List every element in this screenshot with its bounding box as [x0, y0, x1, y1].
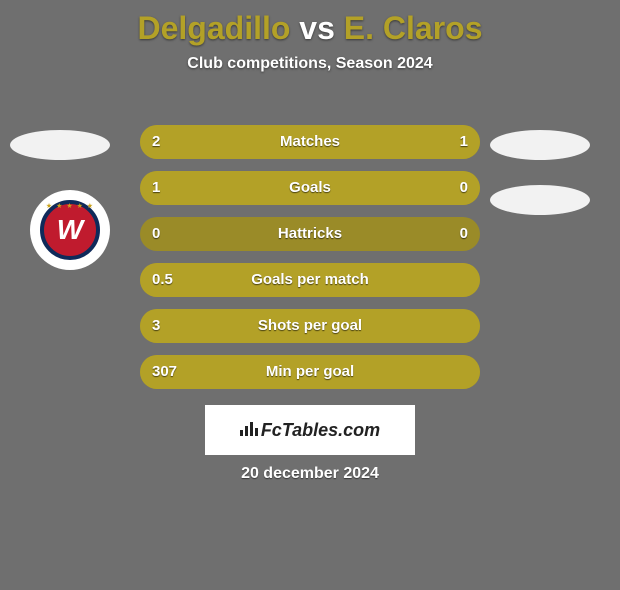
stat-value-right: 1: [460, 125, 468, 159]
stat-value-right: 0: [460, 171, 468, 205]
subtitle: Club competitions, Season 2024: [0, 55, 620, 73]
stat-row: Goals1 0: [0, 171, 620, 205]
stat-value-left: 3: [152, 309, 160, 343]
stat-value-left: 0: [152, 217, 160, 251]
fctables-text: FcTables.com: [261, 420, 380, 441]
stat-label: Hattricks: [140, 217, 480, 251]
stat-value-left: 2: [152, 125, 160, 159]
stat-value-left: 0.5: [152, 263, 173, 297]
fctables-label: FcTables.com: [240, 420, 380, 441]
comparison-title: Delgadillo vs E. Claros: [0, 10, 620, 47]
stat-value-left: 307: [152, 355, 177, 389]
stat-bar-track: Min per goal307: [140, 355, 480, 389]
stat-row: Hattricks0 0: [0, 217, 620, 251]
fctables-watermark: FcTables.com: [205, 405, 415, 455]
stat-label: Min per goal: [140, 355, 480, 389]
stat-bar-track: Hattricks0 0: [140, 217, 480, 251]
stat-label: Goals: [140, 171, 480, 205]
stat-bar-track: Goals1 0: [140, 171, 480, 205]
stat-label: Goals per match: [140, 263, 480, 297]
stat-value-right: 0: [460, 217, 468, 251]
player2-name: E. Claros: [344, 10, 483, 46]
stat-label: Shots per goal: [140, 309, 480, 343]
stat-row: Shots per goal3: [0, 309, 620, 343]
stat-bar-track: Goals per match0.5: [140, 263, 480, 297]
stat-row: Matches2 1: [0, 125, 620, 159]
stat-bar-track: Matches2 1: [140, 125, 480, 159]
vs-text: vs: [299, 10, 335, 46]
stat-value-left: 1: [152, 171, 160, 205]
stat-row: Goals per match0.5: [0, 263, 620, 297]
stats-container: Matches21Goals10Hattricks00Goals per mat…: [0, 125, 620, 401]
player1-name: Delgadillo: [138, 10, 291, 46]
stat-label: Matches: [140, 125, 480, 159]
bar-chart-icon: [240, 420, 258, 441]
date-label: 20 december 2024: [0, 465, 620, 483]
stat-bar-track: Shots per goal3: [140, 309, 480, 343]
stat-row: Min per goal307: [0, 355, 620, 389]
